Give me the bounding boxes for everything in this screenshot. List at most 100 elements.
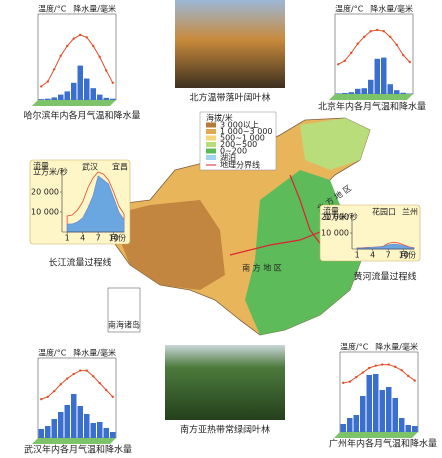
temp-point [66, 44, 69, 48]
legend-label: 500~1 000 [220, 134, 265, 143]
temp-point [348, 380, 351, 383]
temp-line [40, 34, 114, 87]
x-tick-label: 7 [386, 251, 391, 260]
precip-bar [347, 418, 353, 432]
temp-point [374, 364, 377, 367]
precip-bar [405, 425, 411, 432]
precip-bar [64, 405, 70, 438]
temp-point [53, 68, 56, 71]
y-tick-label: 10 000 [321, 229, 349, 238]
precip-bar [51, 97, 57, 100]
precip-bar [110, 98, 116, 100]
x-tick-label: 7 [96, 234, 101, 243]
temp-point [369, 29, 372, 33]
temp-point [389, 35, 392, 39]
axis-label: 降水量/毫米 [73, 4, 116, 14]
precip-bar [84, 414, 90, 438]
precip-bar [38, 429, 44, 438]
legend-label: 花园口 [372, 207, 396, 217]
precip-bar [355, 88, 361, 94]
precip-bar [353, 415, 359, 432]
inset [107, 287, 141, 333]
legend-label: 3 000以上 [220, 121, 259, 130]
temp-point [105, 388, 108, 392]
legend-swatch [206, 155, 216, 160]
axis-label: 立方米/秒 [323, 212, 358, 222]
precip-bar [373, 374, 379, 432]
precip-bar [90, 88, 96, 100]
precip-bar [84, 78, 90, 100]
precip-bar [71, 82, 77, 100]
temp-point [46, 395, 49, 399]
temp-line [338, 29, 411, 65]
axis-label: 流量 [33, 161, 49, 171]
photo: 北方温带落叶阔叶林 南方亚热带常绿阔叶林 [165, 0, 285, 436]
x-tick-label: 4 [370, 251, 375, 260]
axis-label: 降水量/毫米 [73, 348, 116, 358]
axis-label: 流量 [323, 206, 339, 216]
boundary-line [289, 174, 326, 251]
flow-area [356, 243, 415, 250]
precip-bar [412, 426, 418, 432]
plot-area [334, 13, 414, 95]
precip-bar [386, 387, 392, 432]
boundary-line [229, 231, 321, 256]
precip-bar [368, 79, 374, 94]
legend-label: 0~200 [220, 147, 247, 156]
temp-point [381, 363, 384, 366]
temp-point [85, 369, 88, 372]
chart-caption: 哈尔滨年内各月气温和降水量 [23, 110, 140, 122]
temp-point [92, 44, 95, 48]
chart-caption: 黄河流量过程线 [353, 271, 416, 283]
legend-label: 1 000~3 000 [220, 127, 273, 136]
precip-bar [58, 412, 64, 438]
temp-point [342, 381, 345, 385]
precip-bar [77, 65, 83, 100]
region-label: 南 方 地 区 [242, 263, 282, 273]
temp-point [40, 397, 43, 401]
temp-point [40, 85, 43, 88]
temp-point [387, 363, 390, 366]
legend-swatch [206, 148, 216, 154]
precip-bar [90, 423, 96, 438]
ground [334, 432, 418, 438]
precip-bar [77, 406, 83, 438]
legend-label: 武汉 [82, 162, 98, 172]
axis-label: 温度/°C [38, 4, 67, 14]
y-tick-label: 20 000 [321, 213, 349, 222]
chart-caption: 武汉年内各月气温和降水量 [24, 444, 132, 456]
precip-bar [51, 419, 57, 438]
y-tick-label: 10 000 [31, 208, 59, 217]
temp-point [363, 35, 366, 39]
temp-point [382, 29, 385, 33]
precip-bar [335, 93, 341, 94]
temp-point [350, 51, 353, 55]
temp-point [79, 369, 82, 372]
legend-label: 兰州 [402, 207, 418, 217]
flow-area [66, 175, 125, 233]
photo-image [165, 345, 285, 420]
precip-bar [381, 57, 387, 94]
chart-caption: 长江流量过程线 [48, 257, 111, 269]
legend-label: 湖泊 [220, 152, 236, 162]
photo-caption: 北方温带落叶阔叶林 [189, 92, 270, 104]
temp-point [111, 81, 114, 85]
inset-label: 南海诸岛 [108, 320, 140, 330]
chart-caption: 广州年内各月气温和降水量 [329, 438, 437, 450]
precip-bar [374, 58, 380, 94]
temp-point [402, 53, 405, 57]
legend-swatch [206, 135, 216, 141]
temp-point [361, 371, 364, 374]
precip-bar [348, 92, 354, 94]
temp-point [53, 389, 56, 393]
temp-point [337, 63, 340, 66]
legend-label: 200~500 [220, 140, 257, 149]
temp-line [343, 364, 416, 384]
temp-point [368, 366, 371, 370]
temp-point [85, 36, 88, 39]
legend-label: 宜昌 [112, 162, 128, 172]
temp-point [98, 55, 101, 59]
photo-image [175, 0, 285, 88]
precip-bar [97, 422, 103, 438]
plateau [110, 200, 225, 290]
